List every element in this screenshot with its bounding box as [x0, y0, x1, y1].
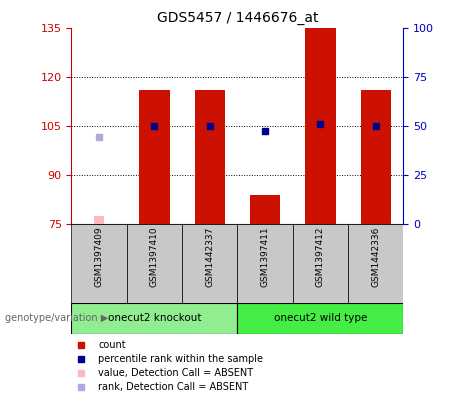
Bar: [361, 90, 391, 224]
Text: value, Detection Call = ABSENT: value, Detection Call = ABSENT: [98, 368, 253, 378]
Bar: [71, 303, 237, 334]
Text: onecut2 wild type: onecut2 wild type: [274, 313, 367, 323]
Bar: [139, 90, 170, 224]
Text: onecut2 knockout: onecut2 knockout: [108, 313, 201, 323]
Bar: [71, 224, 127, 303]
Text: genotype/variation ▶: genotype/variation ▶: [5, 313, 108, 323]
Bar: [94, 216, 105, 224]
Bar: [127, 224, 182, 303]
Bar: [348, 224, 403, 303]
Text: GSM1442336: GSM1442336: [371, 226, 380, 287]
Bar: [305, 28, 336, 224]
Bar: [237, 303, 403, 334]
Text: GSM1397410: GSM1397410: [150, 226, 159, 287]
Bar: [182, 224, 237, 303]
Bar: [195, 90, 225, 224]
Text: GSM1442337: GSM1442337: [205, 226, 214, 287]
Bar: [237, 224, 293, 303]
Text: percentile rank within the sample: percentile rank within the sample: [98, 354, 263, 364]
Text: GSM1397412: GSM1397412: [316, 226, 325, 287]
Title: GDS5457 / 1446676_at: GDS5457 / 1446676_at: [157, 11, 318, 25]
Text: rank, Detection Call = ABSENT: rank, Detection Call = ABSENT: [98, 382, 248, 392]
Text: GSM1397411: GSM1397411: [260, 226, 270, 287]
Bar: [293, 224, 348, 303]
Text: GSM1397409: GSM1397409: [95, 226, 104, 287]
Text: count: count: [98, 340, 126, 350]
Bar: [250, 195, 280, 224]
